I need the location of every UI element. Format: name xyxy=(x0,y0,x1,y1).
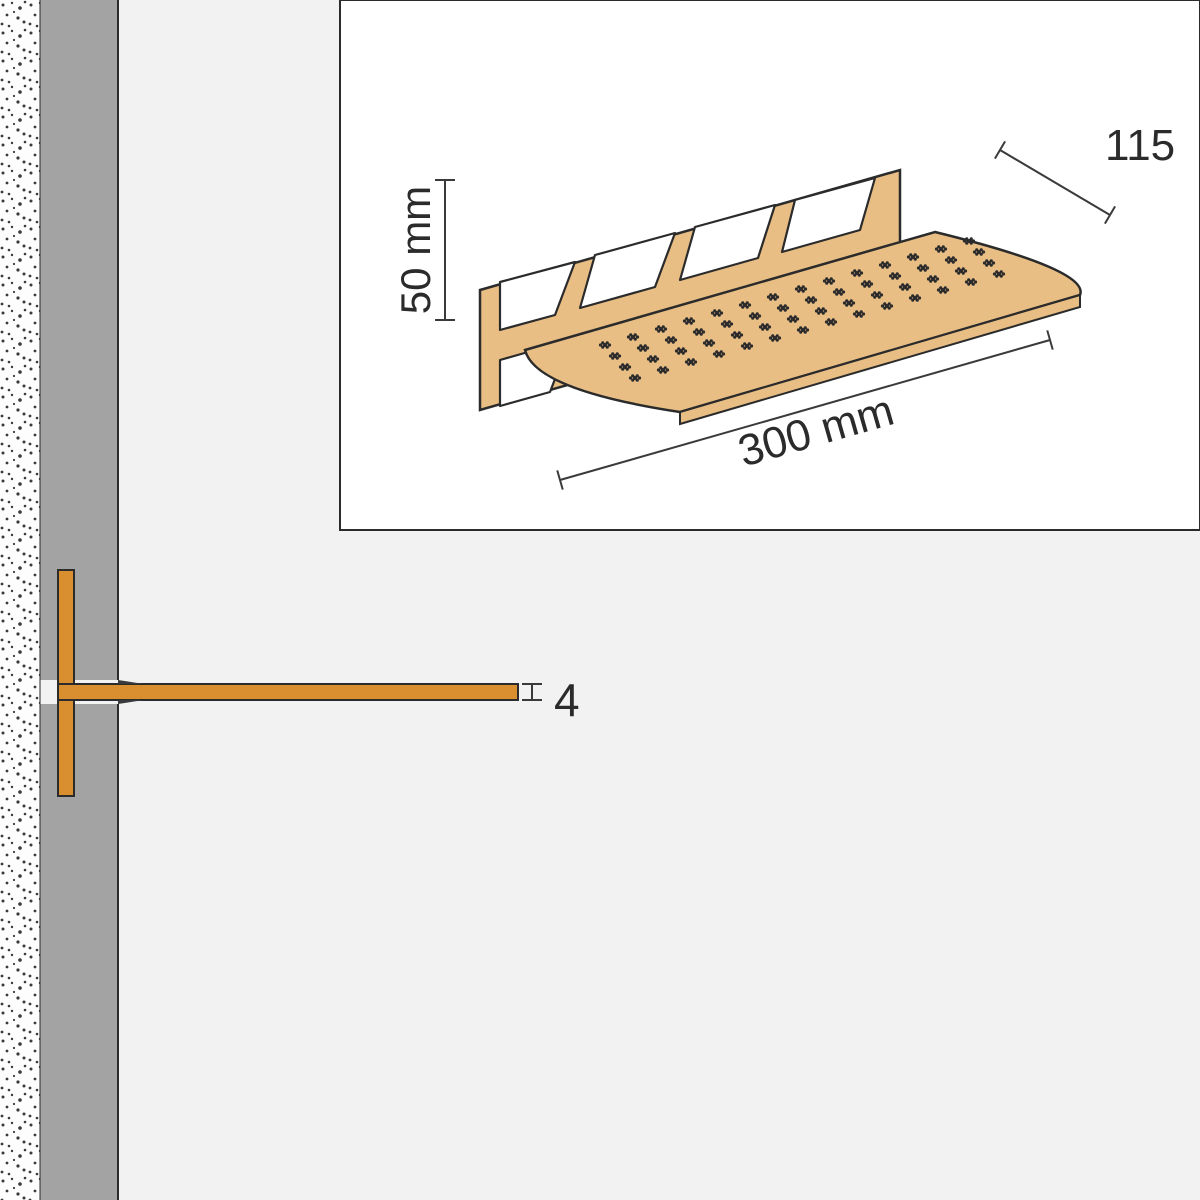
tile-layer-upper xyxy=(40,0,118,680)
technical-diagram: 450 mm300 mm115 xyxy=(0,0,1200,1200)
dimension-thickness: 4 xyxy=(554,674,580,726)
tile-layer-lower xyxy=(40,704,118,1200)
shelf-plate-section xyxy=(58,684,518,700)
dimension-height: 50 mm xyxy=(392,186,439,314)
substrate-strip xyxy=(0,0,40,1200)
dimension-depth: 115 xyxy=(1105,121,1175,170)
